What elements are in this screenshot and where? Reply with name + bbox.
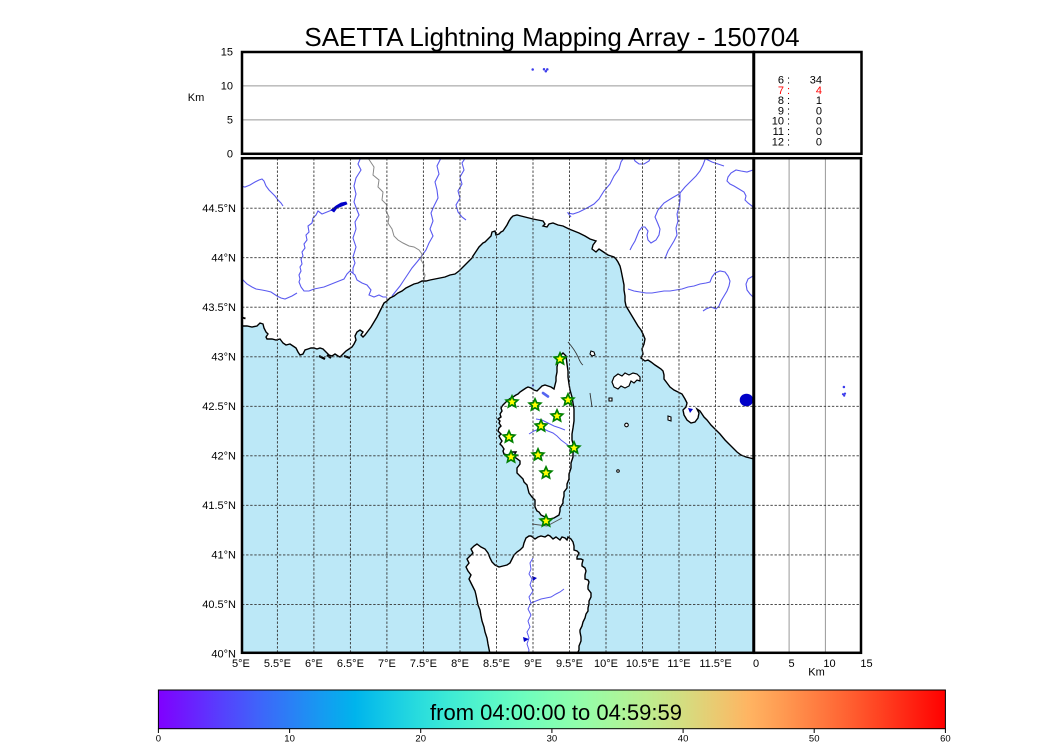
svg-text:60: 60 xyxy=(940,734,951,745)
svg-text::: : xyxy=(787,75,790,87)
svg-text:0: 0 xyxy=(227,148,233,160)
svg-text:42°N: 42°N xyxy=(211,451,236,463)
svg-text:8: 8 xyxy=(778,95,784,107)
svg-text:41°N: 41°N xyxy=(211,550,236,562)
svg-text::: : xyxy=(787,95,790,107)
svg-text:8°E: 8°E xyxy=(451,658,469,670)
svg-text:from 04:00:00 to 04:59:59: from 04:00:00 to 04:59:59 xyxy=(430,700,682,725)
svg-text:Km: Km xyxy=(808,667,825,679)
svg-text:43.5°N: 43.5°N xyxy=(202,302,236,314)
svg-text:11: 11 xyxy=(773,126,784,138)
svg-text:20: 20 xyxy=(415,734,426,745)
svg-text:0: 0 xyxy=(156,734,161,745)
svg-text:9.5°E: 9.5°E xyxy=(556,658,583,670)
svg-text:10: 10 xyxy=(772,116,784,128)
svg-text:Km: Km xyxy=(188,92,205,104)
svg-text:10: 10 xyxy=(823,658,835,670)
svg-text:12: 12 xyxy=(772,136,784,148)
svg-text::: : xyxy=(787,105,790,117)
svg-text:1: 1 xyxy=(816,95,822,107)
svg-text:44°N: 44°N xyxy=(211,252,236,264)
svg-text:30: 30 xyxy=(547,734,558,745)
svg-text::: : xyxy=(787,126,790,138)
svg-text:0: 0 xyxy=(816,126,822,138)
svg-text:40°N: 40°N xyxy=(211,649,236,661)
svg-text:9°E: 9°E xyxy=(524,658,542,670)
svg-text:11°E: 11°E xyxy=(667,658,690,670)
svg-text:4: 4 xyxy=(816,85,822,97)
svg-text:7.5°E: 7.5°E xyxy=(410,658,437,670)
svg-text:7°E: 7°E xyxy=(378,658,396,670)
svg-text:41.5°N: 41.5°N xyxy=(202,500,236,512)
svg-text:0: 0 xyxy=(816,116,822,128)
svg-text:8.5°E: 8.5°E xyxy=(483,658,510,670)
svg-text:10: 10 xyxy=(221,80,233,92)
svg-text:40: 40 xyxy=(678,734,689,745)
svg-text:0: 0 xyxy=(753,658,759,670)
svg-text:6: 6 xyxy=(778,75,784,87)
svg-text:15: 15 xyxy=(860,658,872,670)
svg-text:11.5°E: 11.5°E xyxy=(699,658,731,670)
svg-text:10: 10 xyxy=(284,734,295,745)
svg-text:10.5°E: 10.5°E xyxy=(626,658,659,670)
svg-text:44.5°N: 44.5°N xyxy=(202,203,236,215)
svg-text::: : xyxy=(787,85,790,97)
svg-text:50: 50 xyxy=(809,734,820,745)
svg-text:40.5°N: 40.5°N xyxy=(202,599,236,611)
svg-text:15: 15 xyxy=(221,47,233,59)
svg-text:5°E: 5°E xyxy=(232,658,250,670)
svg-text:0: 0 xyxy=(816,136,822,148)
svg-text::: : xyxy=(787,116,790,128)
svg-text:5: 5 xyxy=(788,658,794,670)
svg-text:34: 34 xyxy=(810,75,822,87)
svg-text:9: 9 xyxy=(778,105,784,117)
svg-text:7: 7 xyxy=(778,85,784,97)
svg-text:6°E: 6°E xyxy=(305,658,323,670)
svg-text:5: 5 xyxy=(227,114,233,126)
svg-text:6.5°E: 6.5°E xyxy=(337,658,364,670)
svg-text:0: 0 xyxy=(816,105,822,117)
svg-text:42.5°N: 42.5°N xyxy=(202,401,236,413)
svg-text:5.5°E: 5.5°E xyxy=(264,658,291,670)
svg-text::: : xyxy=(787,136,790,148)
svg-text:43°N: 43°N xyxy=(211,351,236,363)
svg-text:10°E: 10°E xyxy=(594,658,618,670)
svg-text:SAETTA Lightning Mapping Array: SAETTA Lightning Mapping Array - 150704 xyxy=(304,22,799,52)
